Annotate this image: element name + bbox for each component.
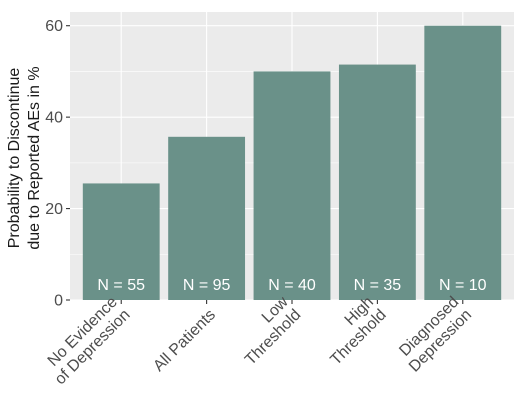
y-axis-title-line-1: Probability to Discontinue — [6, 68, 23, 249]
bar-count-label: N = 40 — [268, 277, 316, 294]
y-axis-ticks: 0 20 40 60 — [45, 18, 70, 310]
bar — [424, 25, 502, 300]
y-axis-title-line-2: due to Reported AEs in % — [26, 66, 43, 249]
x-tick-label: All Patients — [150, 306, 219, 375]
bars — [82, 25, 502, 300]
bar-count-label: N = 35 — [354, 277, 402, 294]
bar-count-label: N = 10 — [439, 277, 487, 294]
bar — [82, 183, 160, 300]
y-tick-label: 20 — [45, 201, 63, 218]
bar — [253, 71, 331, 300]
y-tick-label: 0 — [54, 293, 63, 310]
x-tick-label-line: All Patients — [150, 306, 219, 375]
bar-count-label: N = 55 — [97, 277, 145, 294]
y-tick-label: 60 — [45, 18, 63, 35]
bar-count-labels: N = 55 N = 95 N = 40 N = 35 N = 10 — [97, 277, 486, 294]
y-tick-label: 40 — [45, 110, 63, 127]
y-axis-title: Probability to Discontinue due to Report… — [6, 66, 43, 249]
bar — [338, 64, 416, 300]
bar-count-label: N = 95 — [183, 277, 231, 294]
bar — [168, 136, 246, 300]
